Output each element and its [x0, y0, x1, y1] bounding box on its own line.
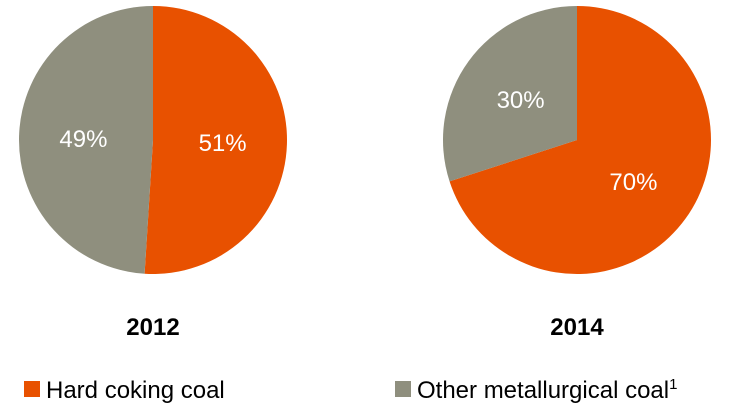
slice-label-2012-other-metallurgical-coal: 49%	[59, 126, 107, 153]
legend-label-hard-coking-coal: Hard coking coal	[46, 377, 225, 404]
legend-footnote-marker: 1	[669, 376, 677, 393]
legend-swatch-hard-coking-coal	[24, 381, 40, 397]
legend-label-other-text: Other metallurgical coal	[417, 377, 669, 404]
pie-slice-2014-other-metallurgical-coal	[443, 6, 577, 182]
pie-slice-2012-hard-coking-coal	[144, 6, 288, 274]
pie-chart-2012: 51% 49%	[19, 6, 288, 274]
slice-label-2012-hard-coking-coal: 51%	[199, 130, 247, 157]
year-label-2014: 2014	[550, 314, 604, 341]
slice-label-2014-hard-coking-coal: 70%	[609, 169, 657, 196]
pie-slice-2014-hard-coking-coal	[449, 6, 711, 274]
pie-chart-2014: 70% 30%	[443, 6, 711, 274]
year-label-2012: 2012	[126, 314, 179, 341]
slice-label-2014-other-metallurgical-coal: 30%	[497, 87, 545, 114]
legend-swatch-other-metallurgical-coal	[395, 381, 411, 397]
legend: Hard coking coal Other metallurgical coa…	[24, 376, 677, 404]
legend-label-other-metallurgical-coal: Other metallurgical coal1	[417, 376, 677, 404]
pie-slice-2012-other-metallurgical-coal	[19, 6, 153, 274]
